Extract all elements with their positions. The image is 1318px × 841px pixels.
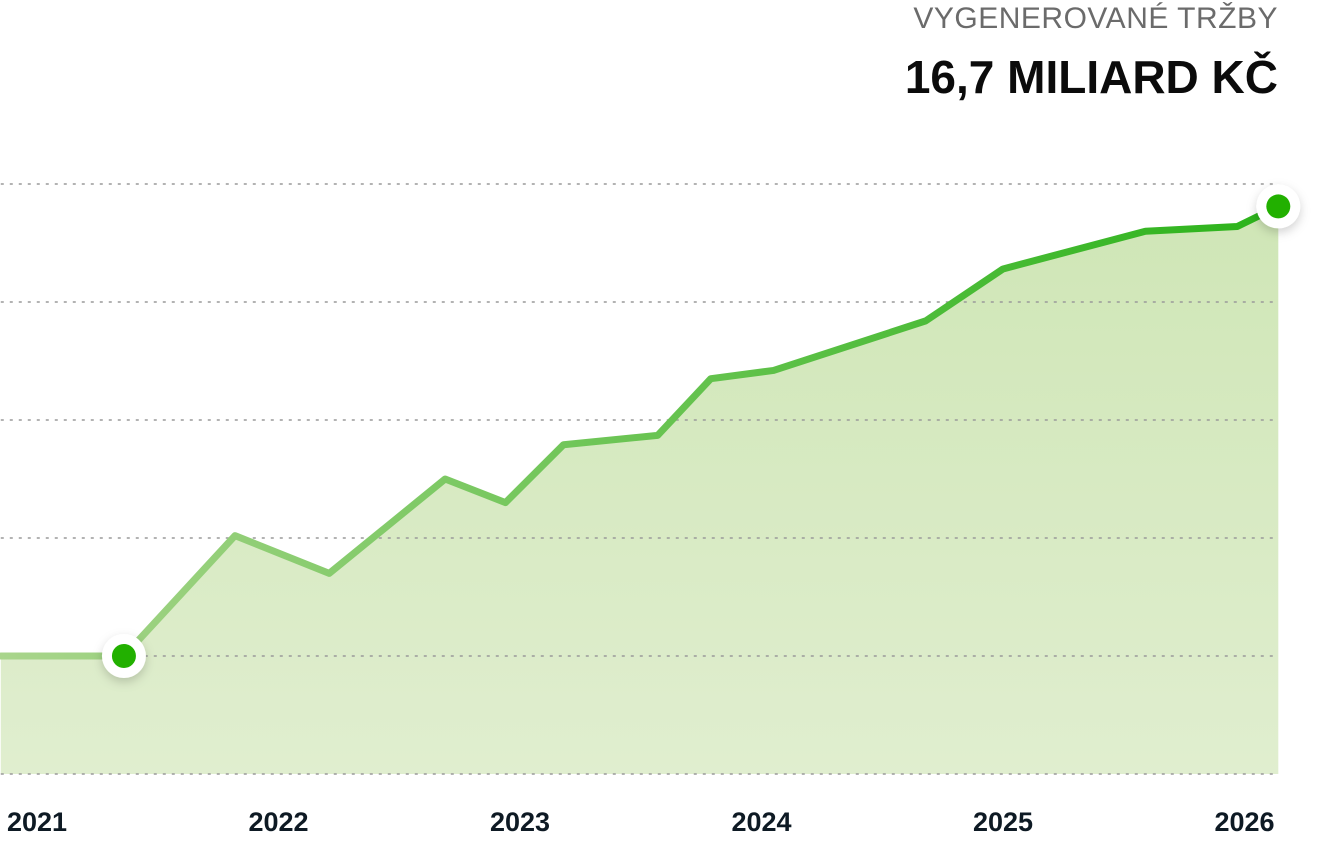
- x-tick-label: 2024: [731, 807, 791, 837]
- series-line: [0, 202, 1282, 660]
- chart-subtitle: VYGENEROVANÉ TRŽBY: [913, 2, 1278, 35]
- x-tick-label: 2021: [7, 807, 67, 837]
- chart-total-value: 16,7 MILIARD KČ: [904, 51, 1278, 103]
- x-tick-label: 2025: [973, 807, 1033, 837]
- data-point-marker: [111, 644, 136, 668]
- series-area: [0, 206, 1279, 775]
- x-tick-label: 2026: [1214, 807, 1274, 837]
- x-tick-label: 2023: [490, 807, 550, 837]
- x-tick-label: 2022: [248, 807, 308, 837]
- data-point-marker: [1266, 194, 1291, 219]
